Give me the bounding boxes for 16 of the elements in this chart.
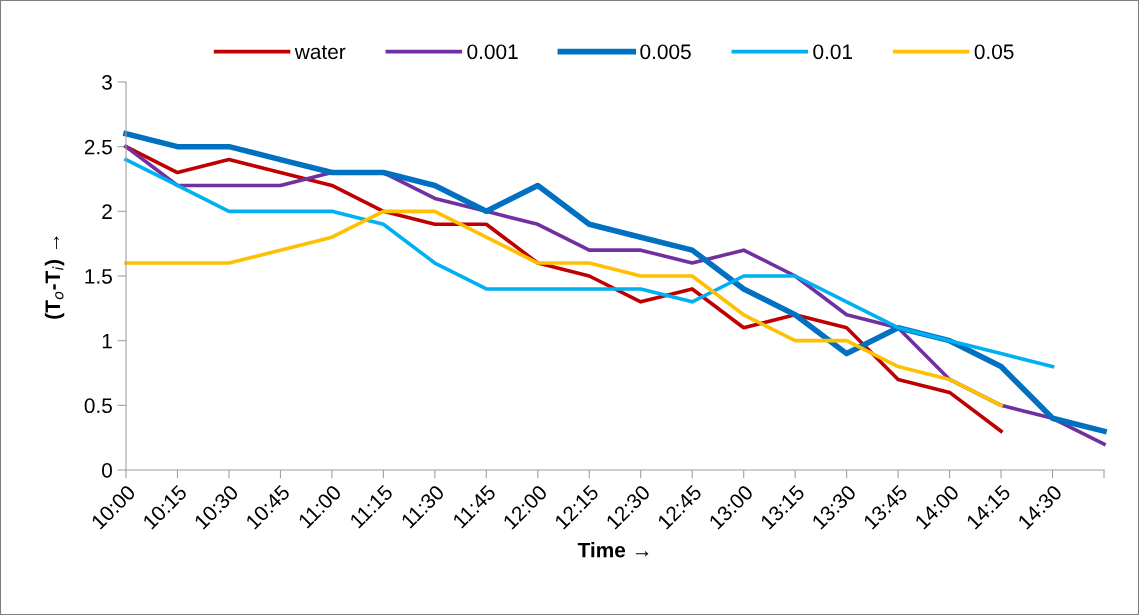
y-tick-label: 1.5 bbox=[85, 269, 112, 284]
y-tick-label: 2 bbox=[102, 204, 112, 219]
legend-label: 0.01 bbox=[813, 44, 852, 60]
legend-label: 0.001 bbox=[467, 44, 518, 60]
y-tick-label: 2.5 bbox=[84, 139, 112, 155]
x-axis-title: Time → bbox=[577, 542, 649, 558]
legend-label: water bbox=[294, 45, 346, 60]
y-tick-label: 3 bbox=[102, 75, 112, 90]
y-tick-label: 0 bbox=[102, 463, 112, 478]
line-series bbox=[124, 157, 1055, 369]
legend-label: 0.05 bbox=[974, 44, 1014, 60]
y-tick-label: 1 bbox=[102, 333, 112, 349]
legend-label: 0.005 bbox=[640, 44, 691, 60]
y-axis-title: (T$_{o}$-T$_{i}$) → bbox=[44, 236, 65, 319]
y-tick-label: 0.5 bbox=[84, 398, 112, 414]
line-series bbox=[124, 209, 1003, 408]
